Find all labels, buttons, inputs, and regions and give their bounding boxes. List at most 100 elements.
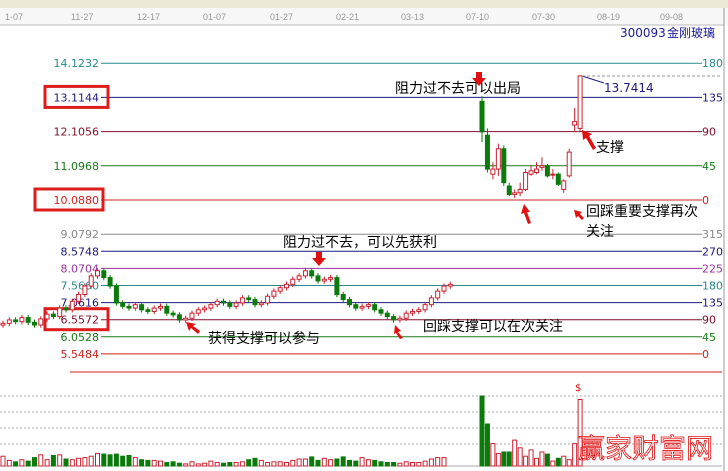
volume-bar [38, 454, 44, 467]
candle-down [506, 185, 512, 196]
volume-bar [410, 462, 415, 467]
candle-up [19, 317, 25, 323]
level-angle: 315 [702, 228, 723, 241]
candle-down [107, 277, 113, 287]
volume-bar [501, 451, 507, 467]
annotation-support: 支撑 [596, 140, 624, 156]
candle-down [145, 309, 151, 312]
volume-bar [490, 443, 496, 467]
candle-up [258, 302, 264, 306]
volume-bar [309, 456, 315, 467]
annotation-pullback-line1: 回踩重要支撑再次 [586, 204, 698, 220]
volume-bar [359, 457, 365, 467]
candle-down [170, 312, 176, 316]
date-tick: 01-07 [203, 12, 226, 22]
level-angle: 90 [702, 126, 716, 139]
volume-bar [321, 457, 327, 467]
level-price: 10.0880 [54, 194, 100, 207]
volume-bar [189, 461, 195, 467]
candle-up [447, 283, 453, 287]
volume-bar [302, 458, 308, 467]
volume-bar [512, 439, 518, 467]
volume-bar [227, 462, 233, 467]
level-price: 8.5748 [61, 245, 100, 258]
candle-down [544, 165, 550, 177]
arrow-up-left-icon [582, 130, 596, 150]
candle-down [120, 302, 126, 307]
candle-up [290, 278, 296, 285]
level-angle: 180 [702, 279, 723, 292]
date-tick: 07-30 [532, 12, 555, 22]
level-angle: 45 [702, 160, 716, 173]
candle-up [69, 300, 75, 311]
candle-up [566, 151, 572, 177]
candle-up [577, 75, 583, 129]
volume-bar [296, 458, 302, 467]
candle-down [391, 316, 397, 321]
candle-up [38, 318, 44, 326]
level-price: 6.5572 [61, 314, 100, 327]
candle-up [151, 307, 157, 312]
volume-bar [365, 459, 371, 467]
candle-up [403, 312, 409, 319]
candle-up [550, 173, 556, 176]
candle-down [126, 305, 132, 309]
candle-up [44, 313, 50, 320]
candle-up [296, 275, 302, 280]
volume-bar [340, 456, 346, 467]
volume-bar [246, 459, 252, 467]
level-angle: 90 [702, 314, 716, 327]
high-leader [581, 75, 605, 84]
volume-bar [176, 462, 182, 467]
level-angle: 0 [702, 194, 709, 207]
candle-down [347, 299, 352, 306]
date-tick: 02-21 [336, 12, 359, 22]
volume-bar [63, 458, 69, 467]
volume-bar [139, 459, 145, 467]
volume-bar [566, 459, 572, 467]
level-price: 8.0704 [61, 262, 100, 275]
toolbar [0, 0, 728, 8]
volume-bar [372, 459, 378, 467]
volume-bar [0, 455, 6, 467]
candle-down [484, 134, 490, 170]
date-tick: 12-17 [137, 12, 160, 22]
candle-up [76, 294, 82, 302]
volume-bar [202, 462, 208, 467]
candle-down [25, 317, 31, 323]
level-price: 5.5484 [61, 348, 100, 361]
volume-bar [258, 459, 264, 467]
date-tick: 07-10 [466, 12, 489, 22]
level-angle: 270 [702, 245, 723, 258]
candle-up [416, 309, 422, 312]
volume-bar [132, 457, 138, 467]
candle-down [32, 321, 37, 326]
level-angle: 45 [702, 331, 716, 344]
volume-bar [550, 460, 556, 467]
candle-up [302, 270, 308, 277]
candle-up [271, 290, 277, 297]
level-price: 6.0528 [61, 331, 100, 344]
level-angle: 225 [702, 262, 723, 275]
annotation-resistance-exit: 阻力过不去可以出局 [395, 81, 521, 97]
volume-bar [334, 458, 340, 467]
date-tick: 1-07 [5, 12, 23, 22]
volume-bar [95, 452, 100, 467]
candle-down [555, 173, 561, 185]
volume-bar [208, 460, 214, 467]
candle-up [490, 168, 496, 175]
volume-bar [44, 459, 50, 467]
candle-down [353, 304, 359, 309]
candle-up [95, 270, 100, 277]
volume-bar [428, 458, 434, 467]
candle-up [239, 297, 245, 304]
volume-bar [239, 461, 245, 467]
volume-bar [555, 457, 561, 467]
volume-bar [517, 447, 523, 467]
candle-up [441, 285, 447, 292]
volume-bar [19, 459, 25, 467]
volume-bar [13, 461, 19, 467]
candle-up [422, 304, 428, 311]
level-price: 13.1144 [54, 91, 100, 104]
